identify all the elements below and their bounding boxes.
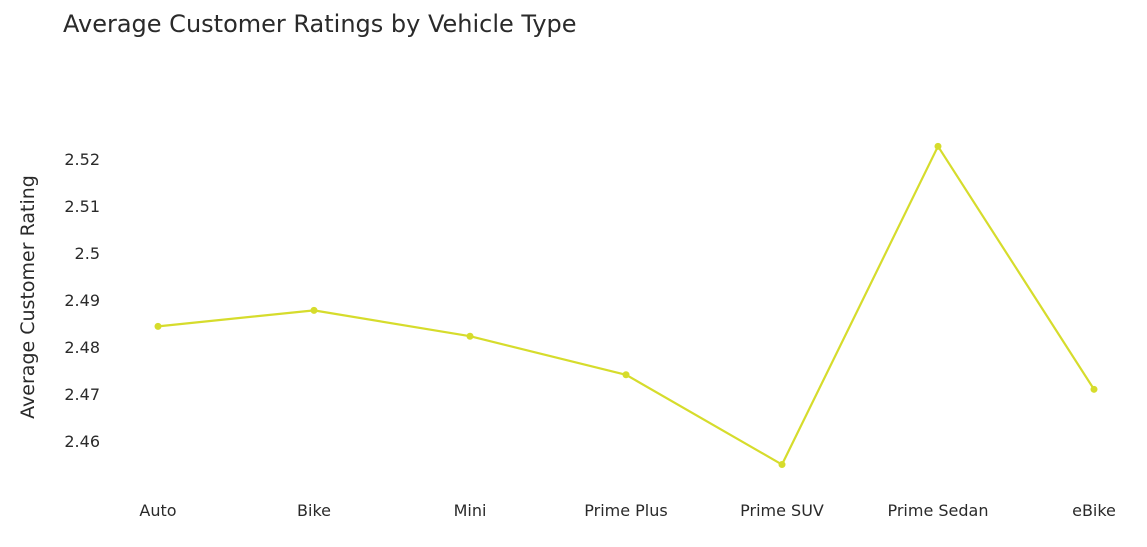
x-tick-label: Prime Plus bbox=[584, 501, 667, 520]
y-tick-label: 2.5 bbox=[75, 244, 100, 263]
y-tick-label: 2.52 bbox=[64, 150, 100, 169]
data-point[interactable] bbox=[1090, 385, 1098, 393]
data-point[interactable] bbox=[778, 461, 786, 469]
x-tick-label: Auto bbox=[139, 501, 176, 520]
x-tick-label: Mini bbox=[454, 501, 487, 520]
y-axis-ticks: 2.46 2.47 2.48 2.49 2.5 2.51 2.52 bbox=[64, 150, 100, 451]
chart-title: Average Customer Ratings by Vehicle Type bbox=[63, 10, 577, 38]
data-point[interactable] bbox=[934, 142, 942, 150]
y-axis-title: Average Customer Rating bbox=[17, 175, 39, 419]
y-tick-label: 2.48 bbox=[64, 338, 100, 357]
y-tick-label: 2.46 bbox=[64, 432, 100, 451]
series-line bbox=[157, 145, 1095, 466]
y-tick-label: 2.49 bbox=[64, 291, 100, 310]
y-tick-label: 2.51 bbox=[64, 197, 100, 216]
data-point[interactable] bbox=[622, 371, 630, 379]
data-point[interactable] bbox=[310, 306, 318, 314]
data-point[interactable] bbox=[466, 332, 474, 340]
series-group bbox=[154, 142, 1098, 469]
x-tick-label: Prime Sedan bbox=[887, 501, 988, 520]
x-tick-label: eBike bbox=[1072, 501, 1116, 520]
x-axis-ticks: Auto Bike Mini Prime Plus Prime SUV Prime Sed… bbox=[139, 501, 1115, 520]
y-tick-label: 2.47 bbox=[64, 385, 100, 404]
data-point[interactable] bbox=[154, 322, 162, 330]
x-tick-label: Prime SUV bbox=[740, 501, 824, 520]
x-tick-label: Bike bbox=[297, 501, 331, 520]
